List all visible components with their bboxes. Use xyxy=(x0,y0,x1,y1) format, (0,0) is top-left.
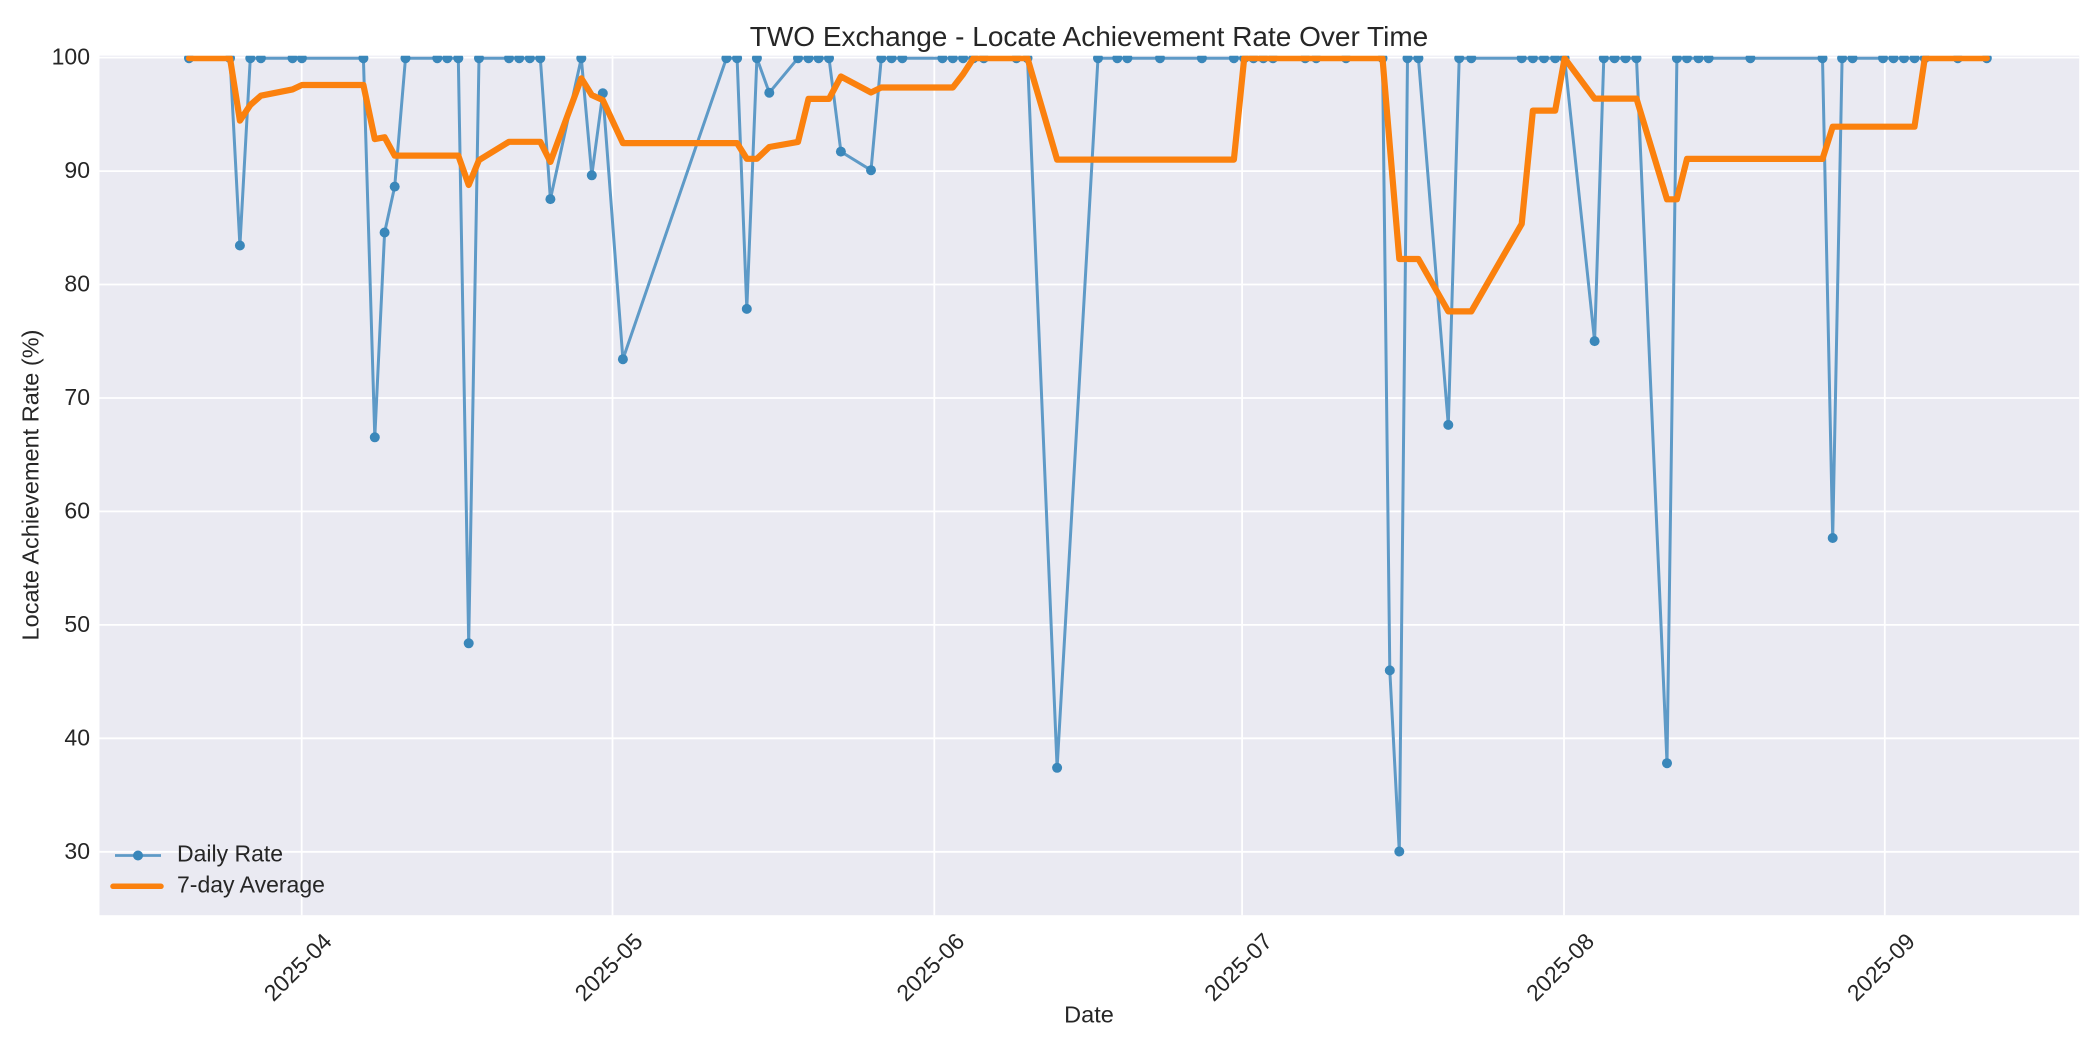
svg-text:30: 30 xyxy=(64,838,90,864)
svg-text:90: 90 xyxy=(64,157,90,183)
svg-text:70: 70 xyxy=(64,384,90,410)
svg-text:100: 100 xyxy=(52,44,90,70)
svg-text:Daily Rate: Daily Rate xyxy=(177,840,283,866)
svg-text:Locate Achievement Rate (%): Locate Achievement Rate (%) xyxy=(18,330,44,641)
svg-text:50: 50 xyxy=(64,611,90,637)
svg-text:60: 60 xyxy=(64,497,90,523)
svg-text:TWO Exchange - Locate Achievem: TWO Exchange - Locate Achievement Rate O… xyxy=(750,21,1429,52)
svg-text:7-day Average: 7-day Average xyxy=(177,871,325,897)
svg-text:Date: Date xyxy=(1064,1002,1114,1028)
svg-text:80: 80 xyxy=(64,271,90,297)
svg-text:40: 40 xyxy=(64,724,90,750)
